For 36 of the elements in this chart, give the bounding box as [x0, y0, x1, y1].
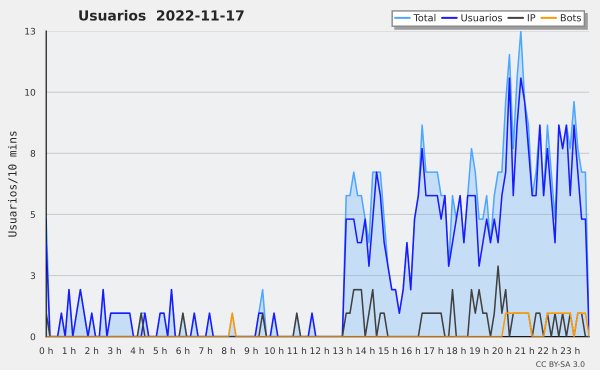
- x-tick-label: 14 h: [356, 347, 374, 354]
- legend-label: IP: [528, 14, 536, 22]
- x-tick-label: 7 h: [199, 347, 212, 354]
- x-tick-label: 16 h: [402, 347, 420, 354]
- y-tick-label: 8: [30, 150, 36, 157]
- x-tick-label: 21 h: [515, 347, 534, 354]
- x-tick-label: 0 h: [40, 347, 53, 354]
- x-tick-label: 9 h: [244, 347, 258, 354]
- chart-title: Usuarios 2022-11-17: [79, 10, 244, 21]
- x-tick-label: 15 h: [378, 347, 398, 354]
- x-tick-label: 22 h: [538, 347, 557, 354]
- y-tick-label: 0: [30, 333, 36, 340]
- x-tick-label: 3 h: [108, 347, 121, 354]
- x-tick-label: 4 h: [130, 347, 144, 354]
- x-tick-label: 8 h: [222, 347, 235, 354]
- x-tick-label: 6 h: [176, 347, 190, 354]
- y-tick-label: 13: [25, 28, 36, 35]
- x-tick-label: 11 h: [288, 347, 306, 354]
- x-tick-label: 1 h: [62, 347, 76, 354]
- x-tick-label: 10 h: [264, 347, 284, 354]
- y-axis-title: Usuarios/10 mins: [8, 131, 18, 237]
- y-tick-label: 10: [25, 88, 36, 96]
- x-tick-label: 23 h: [560, 347, 580, 354]
- legend-label: Usuarios: [461, 14, 502, 22]
- x-tick-label: 13 h: [333, 347, 352, 354]
- x-tick-label: 5 h: [154, 347, 167, 354]
- x-tick-label: 18 h: [447, 347, 466, 354]
- x-tick-label: 17 h: [424, 347, 443, 354]
- y-tick-label: 5: [30, 211, 35, 218]
- y-tick-label: 3: [30, 272, 36, 280]
- x-tick-label: 19 h: [470, 347, 488, 354]
- legend-label: Total: [414, 14, 436, 22]
- x-tick-label: 12 h: [310, 347, 329, 354]
- x-tick-label: 20 h: [492, 347, 512, 354]
- x-tick-label: 2 h: [85, 347, 98, 354]
- legend-label: Bots: [560, 14, 581, 22]
